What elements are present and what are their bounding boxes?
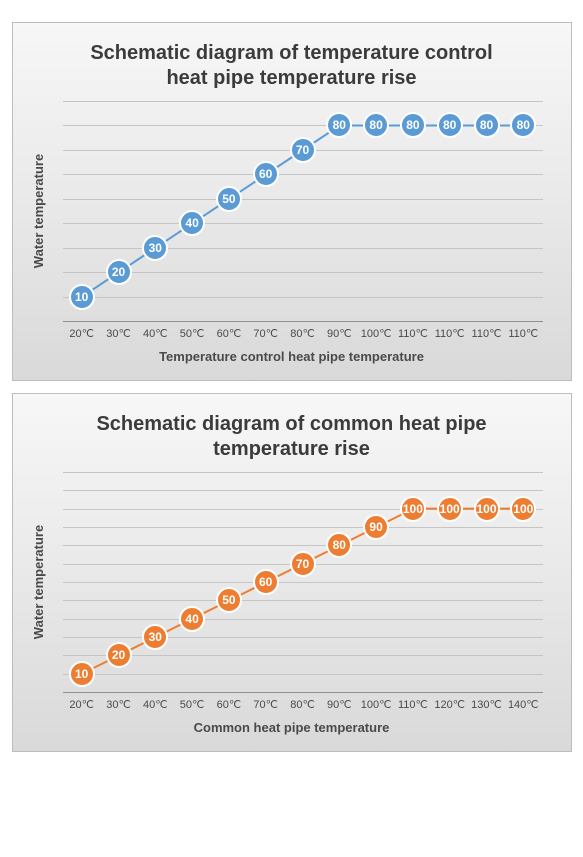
x-tick-label: 20℃ — [69, 327, 94, 340]
chart-title-2: Schematic diagram of common heat pipe te… — [13, 394, 571, 472]
data-marker: 50 — [216, 587, 242, 613]
data-marker: 100 — [510, 496, 536, 522]
grid-line — [63, 674, 543, 675]
x-tick-label: 60℃ — [217, 327, 242, 340]
grid-line — [63, 174, 543, 175]
grid-line — [63, 272, 543, 273]
grid-line — [63, 582, 543, 583]
x-tick-label: 130℃ — [471, 698, 502, 711]
data-marker: 60 — [253, 569, 279, 595]
grid-line — [63, 692, 543, 693]
x-tick-label: 40℃ — [143, 698, 168, 711]
chart-title-2-line-2: temperature rise — [213, 438, 370, 460]
grid-line — [63, 527, 543, 528]
x-tick-label: 110℃ — [398, 327, 428, 340]
x-tick-label: 30℃ — [106, 327, 131, 340]
x-tick-label: 100℃ — [361, 327, 392, 340]
grid-line — [63, 619, 543, 620]
x-tick-label: 110℃ — [508, 327, 538, 340]
data-marker: 80 — [437, 112, 463, 138]
data-marker: 30 — [142, 235, 168, 261]
chart-card-common: Schematic diagram of common heat pipe te… — [12, 393, 572, 752]
chart-title-1: Schematic diagram of temperature control… — [13, 23, 571, 101]
data-marker: 70 — [290, 137, 316, 163]
chart-card-temp-control: Schematic diagram of temperature control… — [12, 22, 572, 381]
y-axis-label-2: Water temperature — [31, 525, 46, 639]
x-tick-label: 90℃ — [327, 327, 352, 340]
data-marker: 40 — [179, 606, 205, 632]
data-marker: 100 — [437, 496, 463, 522]
x-tick-label: 50℃ — [180, 327, 205, 340]
grid-line — [63, 655, 543, 656]
plot-area-2: 1020℃2030℃3040℃4050℃5060℃6070℃7080℃8090℃… — [63, 472, 543, 692]
x-tick-label: 30℃ — [106, 698, 131, 711]
chart-title-1-line-2: heat pipe temperature rise — [166, 67, 416, 89]
data-marker: 80 — [510, 112, 536, 138]
x-tick-label: 110℃ — [472, 327, 502, 340]
data-marker: 80 — [474, 112, 500, 138]
data-marker: 30 — [142, 624, 168, 650]
grid-line — [63, 490, 543, 491]
data-marker: 20 — [106, 642, 132, 668]
grid-line — [63, 509, 543, 510]
x-tick-label: 110℃ — [398, 698, 428, 711]
data-marker: 10 — [69, 661, 95, 687]
data-marker: 50 — [216, 186, 242, 212]
grid-line — [63, 297, 543, 298]
data-marker: 20 — [106, 259, 132, 285]
data-marker: 80 — [326, 112, 352, 138]
grid-line — [63, 125, 543, 126]
x-tick-label: 100℃ — [361, 698, 392, 711]
grid-line — [63, 545, 543, 546]
grid-line — [63, 637, 543, 638]
x-tick-label: 60℃ — [217, 698, 242, 711]
data-marker: 90 — [363, 514, 389, 540]
data-marker: 60 — [253, 161, 279, 187]
data-marker: 10 — [69, 284, 95, 310]
series-line-top — [63, 101, 543, 321]
x-tick-label: 50℃ — [180, 698, 205, 711]
data-marker: 80 — [363, 112, 389, 138]
data-marker: 70 — [290, 551, 316, 577]
x-tick-label: 110℃ — [435, 327, 465, 340]
grid-line — [63, 101, 543, 102]
data-marker: 100 — [400, 496, 426, 522]
data-marker: 80 — [326, 532, 352, 558]
grid-line — [63, 199, 543, 200]
data-marker: 80 — [400, 112, 426, 138]
data-marker: 40 — [179, 210, 205, 236]
grid-line — [63, 223, 543, 224]
plot-area-1: 1020℃2030℃3040℃4050℃5060℃6070℃7080℃8090℃… — [63, 101, 543, 321]
grid-line — [63, 321, 543, 322]
x-tick-label: 20℃ — [69, 698, 94, 711]
x-tick-label: 70℃ — [253, 327, 278, 340]
x-tick-label: 120℃ — [434, 698, 465, 711]
grid-line — [63, 600, 543, 601]
x-tick-label: 80℃ — [290, 327, 315, 340]
y-axis-label-1: Water temperature — [31, 154, 46, 268]
chart-title-1-line-1: Schematic diagram of temperature control — [90, 42, 492, 64]
grid-line — [63, 472, 543, 473]
page-root: Schematic diagram of temperature control… — [0, 0, 583, 774]
x-tick-label: 140℃ — [508, 698, 539, 711]
x-tick-label: 40℃ — [143, 327, 168, 340]
x-tick-label: 70℃ — [253, 698, 278, 711]
x-tick-label: 80℃ — [290, 698, 315, 711]
grid-line — [63, 248, 543, 249]
chart-title-2-line-1: Schematic diagram of common heat pipe — [96, 413, 486, 435]
x-tick-label: 90℃ — [327, 698, 352, 711]
data-marker: 100 — [474, 496, 500, 522]
